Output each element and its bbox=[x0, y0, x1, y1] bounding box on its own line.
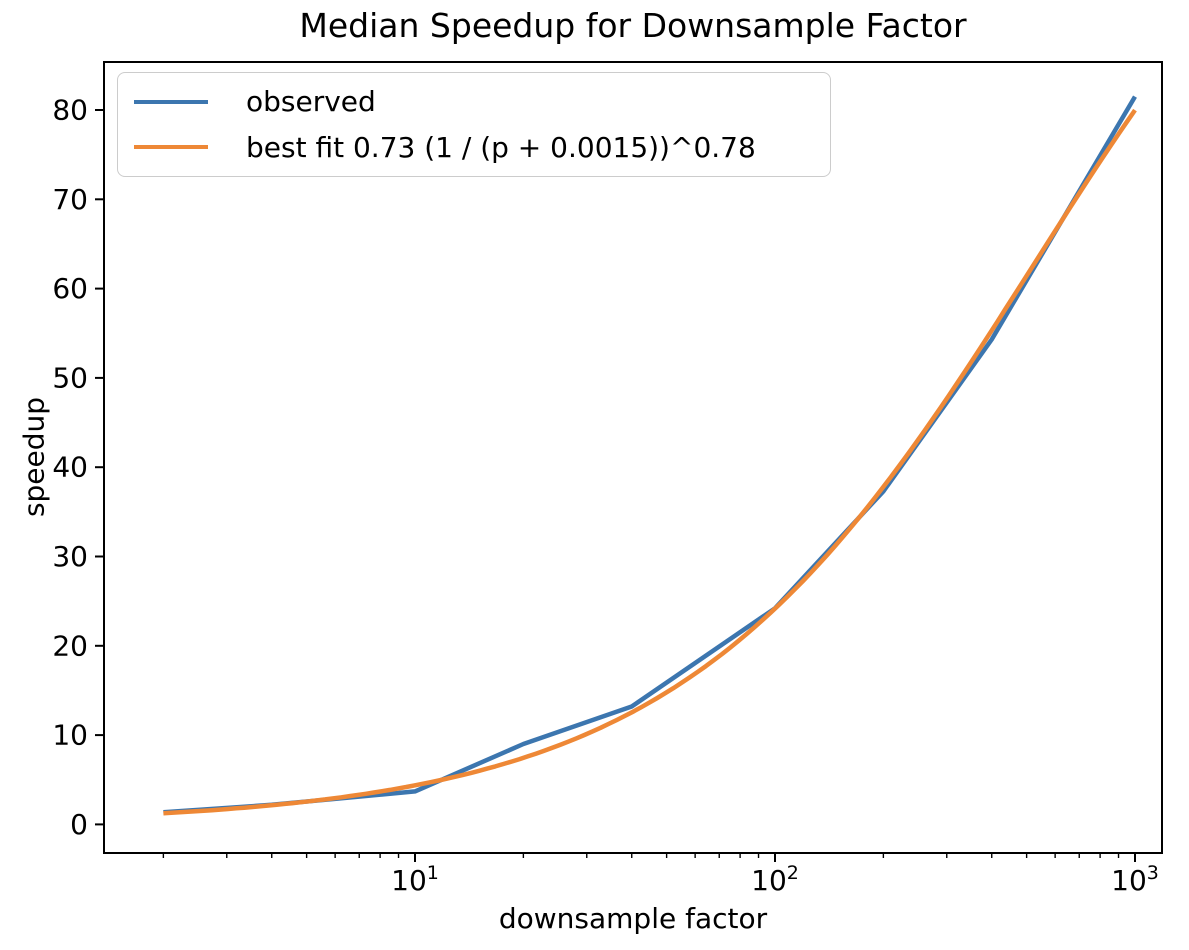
y-tick-label: 50 bbox=[52, 361, 88, 394]
y-tick-label: 30 bbox=[52, 540, 88, 573]
x-tick-label: 101 bbox=[391, 862, 439, 897]
y-tick-label: 60 bbox=[52, 272, 88, 305]
legend-item-observed: observed bbox=[134, 85, 830, 118]
chart-title: Median Speedup for Downsample Factor bbox=[299, 6, 967, 45]
axes-spines bbox=[103, 61, 1163, 854]
legend-label-observed: observed bbox=[246, 85, 376, 119]
x-axis-label: downsample factor bbox=[498, 902, 768, 935]
best-fit-line bbox=[163, 108, 1137, 816]
legend-item-best-fit: best fit 0.73 (1 / (p + 0.0015))^0.78 bbox=[134, 131, 830, 164]
x-tick-label: 103 bbox=[1111, 862, 1159, 897]
y-tick-label: 80 bbox=[52, 94, 88, 127]
x-tick-label: 102 bbox=[751, 862, 799, 897]
y-tick-label: 70 bbox=[52, 183, 88, 216]
y-tick-label: 40 bbox=[52, 451, 88, 484]
y-axis-label: speedup bbox=[17, 396, 51, 518]
legend-swatch-best-fit bbox=[134, 144, 208, 150]
legend-swatch-observed bbox=[134, 99, 208, 105]
y-tick-label: 20 bbox=[52, 629, 88, 662]
y-tick-label: 10 bbox=[52, 719, 88, 752]
legend: observed best fit 0.73 (1 / (p + 0.0015)… bbox=[117, 72, 831, 177]
legend-label-best-fit: best fit 0.73 (1 / (p + 0.0015))^0.78 bbox=[246, 130, 756, 164]
y-tick-label: 0 bbox=[70, 808, 88, 841]
